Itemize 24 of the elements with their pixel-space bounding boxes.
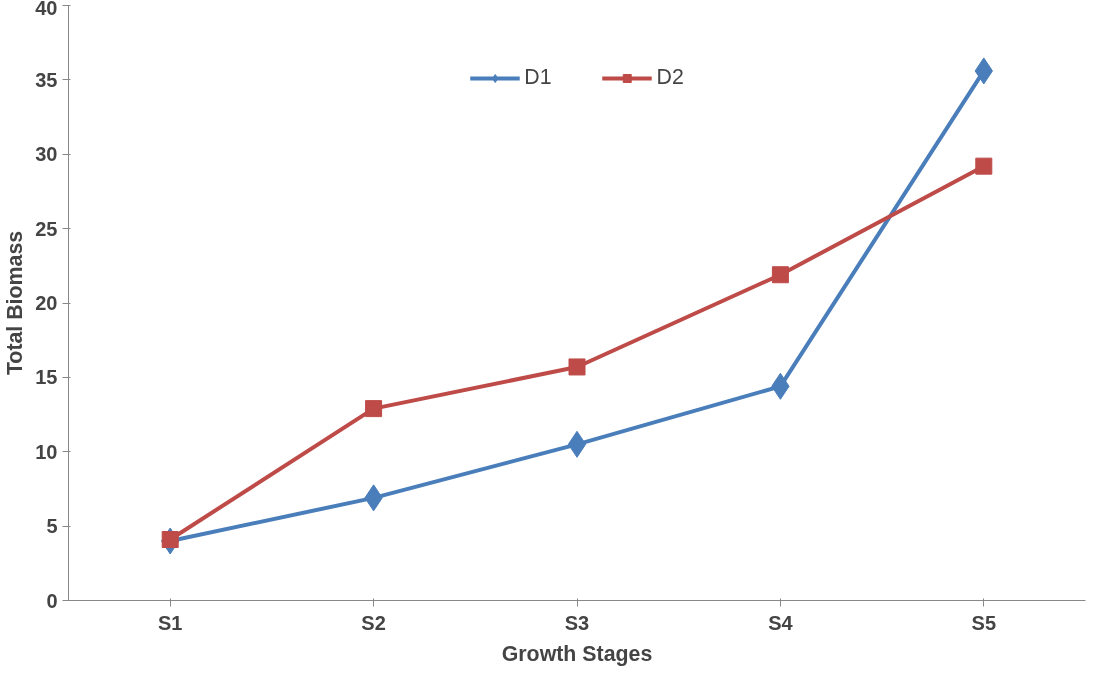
x-tick-label: S4 [768,611,794,634]
x-tick-label: S2 [361,611,386,634]
point [567,430,587,458]
y-tick-label: 20 [35,292,58,314]
point [161,531,179,549]
x-tick-label: S1 [157,611,183,634]
x-axis-title: Growth Stages [501,641,653,666]
y-axis-title: Total Biomass [3,230,28,376]
x-tick-label: S5 [971,611,997,634]
point [771,266,789,284]
point [975,157,993,175]
point [568,358,586,376]
y-tick-label: 10 [35,440,58,463]
legend-label: D2 [656,65,684,90]
y-tick-label: 0 [46,589,58,612]
y-tick-label: 40 [35,0,58,19]
y-tick-label: 35 [35,68,58,91]
x-tick-label: S3 [564,611,590,634]
legend-label: D1 [524,65,552,90]
point [365,400,383,418]
y-tick-label: 25 [35,217,58,240]
y-tick-label: 5 [46,515,58,538]
y-tick-label: 30 [35,143,58,166]
y-tick-label: 15 [35,366,58,389]
